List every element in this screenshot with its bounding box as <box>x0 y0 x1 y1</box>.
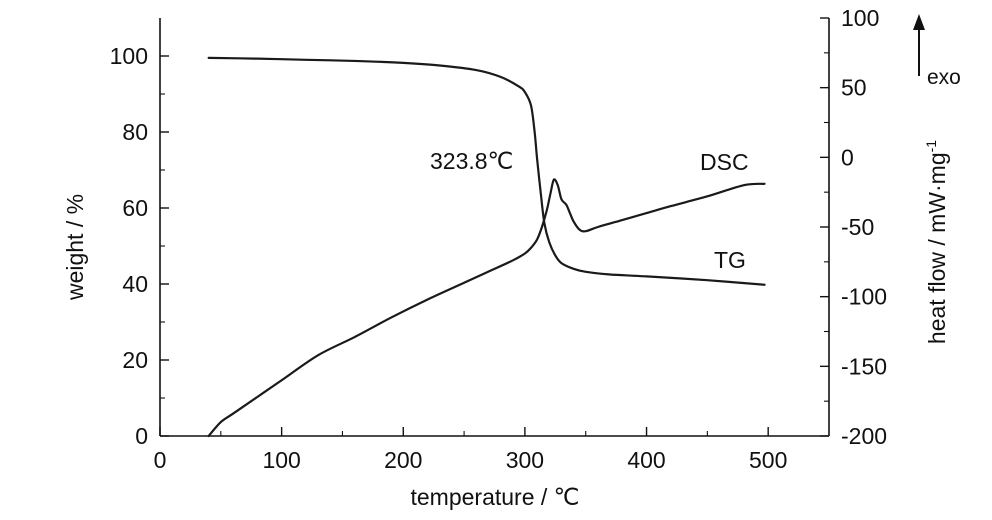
y-axis-right-title: heat flow / mW·mg-1 <box>923 140 950 344</box>
peak-temperature-annotation: 323.8℃ <box>430 148 513 174</box>
x-axis-title: temperature / ℃ <box>410 484 579 510</box>
y-left-tick-label: 100 <box>110 43 148 69</box>
series-line-dsc <box>207 178 766 438</box>
y-right-tick-label: 50 <box>841 75 867 101</box>
y-right-tick-label: 0 <box>841 144 854 170</box>
y-left-tick-label: 80 <box>122 119 148 145</box>
series-lines <box>207 56 766 438</box>
x-tick-label: 300 <box>506 447 544 473</box>
y-left-tick-label: 0 <box>135 423 148 449</box>
y-left-tick-label: 60 <box>122 195 148 221</box>
y-right-tick-label: -150 <box>841 353 887 379</box>
x-tick-label: 0 <box>154 447 167 473</box>
series-label-tg: TG <box>714 247 746 273</box>
axes <box>159 18 830 437</box>
x-tick-label: 500 <box>749 447 787 473</box>
y-left-tick-label: 40 <box>122 271 148 297</box>
y-right-tick-label: -50 <box>841 214 874 240</box>
y-right-tick-label: -100 <box>841 284 887 310</box>
y-right-tick-label: -200 <box>841 423 887 449</box>
ticks: 0 100 200 300 400 500020406080100-200-150-100… <box>110 5 887 473</box>
exo-label: exo <box>927 66 961 89</box>
x-tick-label: 200 <box>384 447 422 473</box>
exo-arrow-head-icon <box>913 14 925 30</box>
chart-labels: temperature / ℃ weight / % heat flow / m… <box>62 14 961 510</box>
y-right-tick-label: 100 <box>841 5 879 31</box>
x-tick-label: 400 <box>627 447 665 473</box>
y-left-tick-label: 20 <box>122 347 148 373</box>
series-line-tg <box>207 56 766 286</box>
y-axis-right-title-main: heat flow / mW·mg <box>924 152 950 344</box>
y-axis-right-title-superscript: -1 <box>923 140 939 153</box>
x-tick-label: 100 <box>262 447 300 473</box>
series-label-dsc: DSC <box>700 149 749 175</box>
y-axis-left-title: weight / % <box>62 194 88 301</box>
exo-indicator: exo <box>913 14 961 89</box>
